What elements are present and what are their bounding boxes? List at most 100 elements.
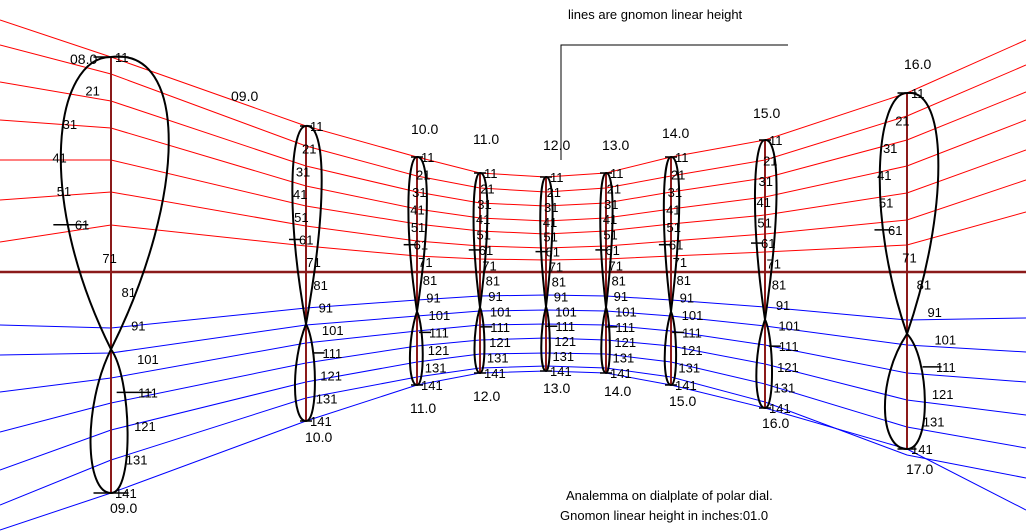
date-label: 81 bbox=[772, 277, 786, 292]
date-label: 21 bbox=[480, 181, 494, 196]
date-label: 71 bbox=[482, 258, 496, 273]
date-label: 121 bbox=[554, 334, 576, 349]
height-line bbox=[0, 19, 1026, 178]
hour-label-bottom: 13.0 bbox=[543, 380, 570, 396]
date-label: 81 bbox=[611, 274, 625, 289]
date-label: 51 bbox=[879, 196, 893, 211]
date-label: 21 bbox=[547, 185, 561, 200]
date-label: 81 bbox=[423, 273, 437, 288]
date-label: 21 bbox=[85, 84, 99, 99]
date-label: 91 bbox=[776, 298, 790, 313]
winter-height-lines bbox=[0, 294, 1026, 531]
hour-label-top: 09.0 bbox=[231, 88, 258, 104]
date-label: 131 bbox=[774, 380, 796, 395]
date-label: 41 bbox=[476, 212, 490, 227]
date-label: 61 bbox=[669, 238, 683, 253]
date-label: 131 bbox=[487, 351, 509, 366]
date-label: 141 bbox=[115, 486, 137, 501]
date-label: 101 bbox=[490, 304, 512, 319]
date-label: 81 bbox=[486, 274, 500, 289]
hour-label-bottom: 16.0 bbox=[762, 415, 789, 431]
date-label: 91 bbox=[614, 289, 628, 304]
date-label: 141 bbox=[421, 378, 443, 393]
date-label: 61 bbox=[75, 218, 89, 233]
date-label: 81 bbox=[552, 274, 566, 289]
date-label: 21 bbox=[763, 154, 777, 169]
date-label: 121 bbox=[777, 360, 799, 375]
date-label: 41 bbox=[410, 203, 424, 218]
date-label: 51 bbox=[667, 220, 681, 235]
date-label: 51 bbox=[476, 228, 490, 243]
date-label: 101 bbox=[934, 332, 956, 347]
date-label: 81 bbox=[917, 278, 931, 293]
date-label: 111 bbox=[490, 320, 510, 335]
date-label: 51 bbox=[757, 215, 771, 230]
date-label: 21 bbox=[895, 113, 909, 128]
date-label: 71 bbox=[549, 260, 563, 275]
date-label: 121 bbox=[932, 387, 954, 402]
analemma-curves bbox=[53, 55, 942, 495]
date-label: 111 bbox=[555, 319, 575, 334]
date-label: 131 bbox=[678, 360, 700, 375]
date-label: 71 bbox=[767, 257, 781, 272]
hour-label-bottom: 14.0 bbox=[604, 383, 631, 399]
height-line bbox=[0, 81, 1026, 207]
date-label: 111 bbox=[138, 385, 158, 400]
hour-label-bottom: 11.0 bbox=[410, 400, 436, 416]
date-label: 71 bbox=[306, 255, 320, 270]
date-label: 121 bbox=[320, 369, 342, 384]
date-label: 31 bbox=[883, 141, 897, 156]
date-label: 121 bbox=[614, 335, 636, 350]
date-label: 141 bbox=[550, 364, 572, 379]
hour-label-top: 16.0 bbox=[904, 56, 931, 72]
date-label: 61 bbox=[479, 243, 493, 258]
date-label: 11 bbox=[115, 50, 129, 65]
date-labels: 11213141516171819110111112113114108.009.… bbox=[52, 50, 956, 516]
hour-label-bottom: 15.0 bbox=[669, 393, 696, 409]
legend-pointer bbox=[560, 44, 788, 160]
date-label: 11 bbox=[911, 86, 925, 101]
date-label: 31 bbox=[604, 197, 618, 212]
date-label: 41 bbox=[52, 151, 66, 166]
date-label: 11 bbox=[550, 170, 564, 185]
hour-label-bottom: 10.0 bbox=[305, 429, 332, 445]
date-label: 141 bbox=[310, 414, 332, 429]
date-label: 51 bbox=[57, 184, 71, 199]
date-label: 71 bbox=[673, 255, 687, 270]
date-label: 101 bbox=[778, 319, 800, 334]
date-label: 31 bbox=[544, 200, 558, 215]
date-label: 111 bbox=[936, 360, 956, 375]
date-label: 101 bbox=[137, 352, 159, 367]
date-label: 91 bbox=[319, 301, 333, 316]
date-label: 91 bbox=[927, 305, 941, 320]
date-label: 131 bbox=[552, 349, 574, 364]
date-label: 141 bbox=[484, 366, 506, 381]
date-label: 111 bbox=[779, 339, 799, 354]
date-label: 91 bbox=[488, 289, 502, 304]
date-label: 51 bbox=[411, 220, 425, 235]
date-label: 131 bbox=[425, 360, 447, 375]
date-label: 81 bbox=[677, 273, 691, 288]
date-label: 21 bbox=[607, 181, 621, 196]
date-label: 51 bbox=[543, 230, 557, 245]
date-label: 61 bbox=[605, 243, 619, 258]
date-label: 61 bbox=[888, 223, 902, 238]
date-label: 121 bbox=[428, 343, 450, 358]
date-label: 101 bbox=[429, 308, 451, 323]
date-label: 71 bbox=[902, 250, 916, 265]
date-label: 11 bbox=[769, 133, 783, 148]
date-label: 141 bbox=[675, 378, 697, 393]
date-label: 41 bbox=[603, 212, 617, 227]
summer-height-lines bbox=[0, 19, 1026, 261]
date-label: 121 bbox=[134, 419, 156, 434]
date-label: 11 bbox=[610, 166, 624, 181]
date-label: 11 bbox=[675, 150, 689, 165]
date-label: 21 bbox=[671, 168, 685, 183]
date-label: 131 bbox=[923, 415, 945, 430]
date-label: 141 bbox=[610, 366, 632, 381]
hour-label-top: 10.0 bbox=[411, 121, 438, 137]
date-label: 101 bbox=[615, 304, 637, 319]
date-label: 101 bbox=[682, 308, 704, 323]
date-label: 71 bbox=[102, 251, 116, 266]
